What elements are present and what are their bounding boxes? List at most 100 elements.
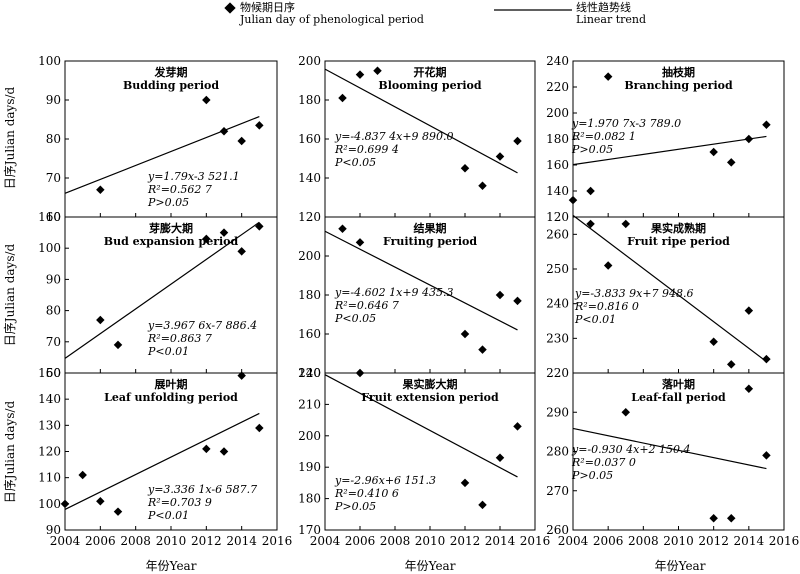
panel-8: 170 180 190 200 210 220 2004 2006 2008 2010 2012 20… <box>298 366 550 548</box>
data-point <box>744 306 754 315</box>
y-tick-label: 250 <box>546 262 569 276</box>
regression-equation-line: P<0.01 <box>147 345 189 358</box>
data-point <box>237 136 246 146</box>
y-tick-label: 60 <box>46 366 61 380</box>
x-tick-label: 2004 <box>558 534 589 548</box>
y-tick-label: 70 <box>46 171 61 185</box>
y-tick-label: 220 <box>546 80 569 94</box>
panel-title-en: Leaf-fall period <box>631 391 726 404</box>
data-point <box>709 513 718 523</box>
panel-9: 260 270 280 290 2004 2006 2008 2010 2012 2014 2016… <box>546 372 799 548</box>
regression-equation-line: R²=0.703 9 <box>147 496 212 509</box>
data-point <box>495 453 505 463</box>
x-tick-label: 2004 <box>310 534 341 548</box>
x-tick-label: 2014 <box>734 534 765 548</box>
x-axis-label-col-1: 年份Year <box>146 559 197 573</box>
data-point <box>460 329 470 339</box>
data-point <box>727 513 736 523</box>
y-tick-label: 180 <box>546 132 569 146</box>
regression-equation-line: R²=0.863 7 <box>147 332 212 345</box>
x-tick-label: 2012 <box>698 534 729 548</box>
data-point <box>603 72 613 81</box>
x-tick-label: 2006 <box>85 534 116 548</box>
x-tick-label: 2008 <box>628 534 659 548</box>
y-tick-label: 140 <box>38 392 61 406</box>
data-point <box>762 120 771 129</box>
data-point <box>219 228 229 237</box>
data-point <box>96 315 105 325</box>
y-tick-label: 110 <box>38 210 61 224</box>
y-tick-label: 170 <box>298 523 321 537</box>
data-point <box>219 447 229 456</box>
y-tick-label: 200 <box>546 106 569 120</box>
x-tick-label: 2008 <box>380 534 411 548</box>
panel-title-en: Branching period <box>624 79 733 92</box>
x-tick-label: 2010 <box>156 534 187 548</box>
regression-equation-line: y=-2.96x+6 151.3 <box>334 474 436 487</box>
panel-title-en: Blooming period <box>378 79 481 92</box>
y-tick-label: 230 <box>546 331 569 345</box>
legend-point-marker <box>224 2 236 14</box>
regression-equation-line: P<0.05 <box>334 156 376 169</box>
data-point <box>513 296 522 306</box>
regression-equation-line: R²=0.410 6 <box>334 487 399 500</box>
regression-equation-line: y=-0.930 4x+2 150.4 <box>571 443 691 456</box>
regression-equation-line: P>0.05 <box>571 469 613 482</box>
data-point <box>478 500 487 510</box>
data-point <box>113 340 123 350</box>
regression-equation-line: y=-3.833 9x+7 948.6 <box>574 287 694 300</box>
y-tick-label: 240 <box>546 297 569 311</box>
regression-equation-line: P<0.01 <box>574 313 616 326</box>
y-tick-label: 80 <box>46 132 61 146</box>
trend-line <box>572 427 767 470</box>
y-tick-label: 160 <box>546 158 569 172</box>
data-point <box>709 337 718 347</box>
data-point <box>355 238 365 247</box>
y-tick-label: 130 <box>38 418 61 432</box>
x-tick-label: 2006 <box>593 534 624 548</box>
data-point <box>96 185 105 194</box>
data-point <box>255 121 264 130</box>
x-tick-label: 2010 <box>663 534 694 548</box>
y-tick-label: 150 <box>38 366 61 380</box>
regression-equation-line: P>0.05 <box>147 196 189 209</box>
data-point <box>621 408 630 417</box>
legend-trend-cn: 线性趋势线 <box>576 0 631 14</box>
y-tick-label: 140 <box>298 171 321 185</box>
regression-equation-line: R²=0.646 7 <box>334 299 399 312</box>
panel-7: 90 100 110 120 130 140 150 2004 2006 2008 2010 2012… <box>38 366 292 548</box>
y-tick-label: 110 <box>38 471 61 485</box>
data-point <box>744 134 754 144</box>
data-point <box>202 444 211 454</box>
trend-line <box>64 412 260 511</box>
trend-line <box>64 221 260 359</box>
regression-equation-line: y=1.79x-3 521.1 <box>147 170 240 183</box>
data-point <box>78 470 87 480</box>
data-point <box>237 371 246 380</box>
y-tick-label: 90 <box>46 523 61 537</box>
x-tick-label: 2008 <box>120 534 151 548</box>
x-tick-label: 2016 <box>520 534 551 548</box>
x-tick-label: 2014 <box>485 534 516 548</box>
data-point <box>478 345 487 354</box>
legend: 物候期日序 Julian day of phenological period … <box>224 0 646 26</box>
y-tick-label: 60 <box>46 210 61 224</box>
regression-equation-line: R²=0.562 7 <box>147 183 212 196</box>
panel-title-en: Bud expansion period <box>104 235 239 248</box>
legend-trend-en: Linear trend <box>576 13 646 26</box>
regression-equation-line: R²=0.082 1 <box>571 130 636 143</box>
data-point <box>621 219 630 229</box>
y-tick-label: 190 <box>298 460 321 474</box>
panel-title-cn: 抽枝期 <box>662 65 695 79</box>
x-tick-label: 2010 <box>415 534 446 548</box>
y-tick-label: 100 <box>38 241 61 255</box>
y-tick-label: 140 <box>546 184 569 198</box>
x-tick-label: 2004 <box>50 534 81 548</box>
panel-title-cn: 果实膨大期 <box>402 377 458 391</box>
